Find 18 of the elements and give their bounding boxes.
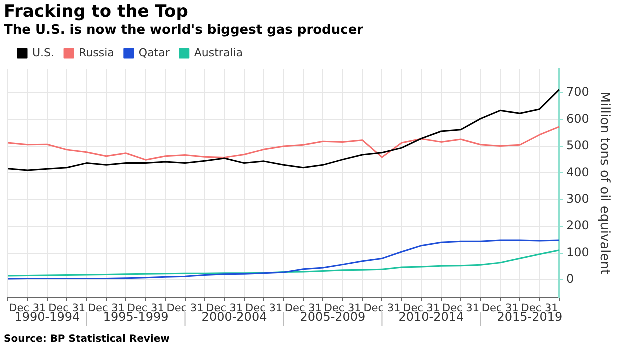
legend-label: U.S. <box>32 46 55 60</box>
y-tick-label: 600 <box>566 112 590 126</box>
y-tick-label: 200 <box>566 218 590 233</box>
y-tick-label: 700 <box>566 85 590 100</box>
chart-subtitle: The U.S. is now the world's biggest gas producer <box>4 23 364 38</box>
source-note: Source: BP Statistical Review <box>4 334 170 345</box>
y-tick-label: 300 <box>566 192 590 206</box>
y-axis-title: Million tons of oil equivalent <box>596 92 612 275</box>
legend-label: Russia <box>79 46 114 60</box>
y-tick-label: 0 <box>566 272 574 286</box>
chart-title: Fracking to the Top <box>4 2 188 22</box>
y-tick-label: 100 <box>566 245 590 260</box>
legend-label: Qatar <box>138 46 170 60</box>
legend-label: Australia <box>194 46 244 60</box>
x-tick-label: Dec 31 <box>166 302 204 314</box>
y-tick-label: 500 <box>566 138 590 153</box>
x-tick-label: Dec 31 <box>364 302 401 314</box>
y-tick-label: 400 <box>566 165 590 180</box>
